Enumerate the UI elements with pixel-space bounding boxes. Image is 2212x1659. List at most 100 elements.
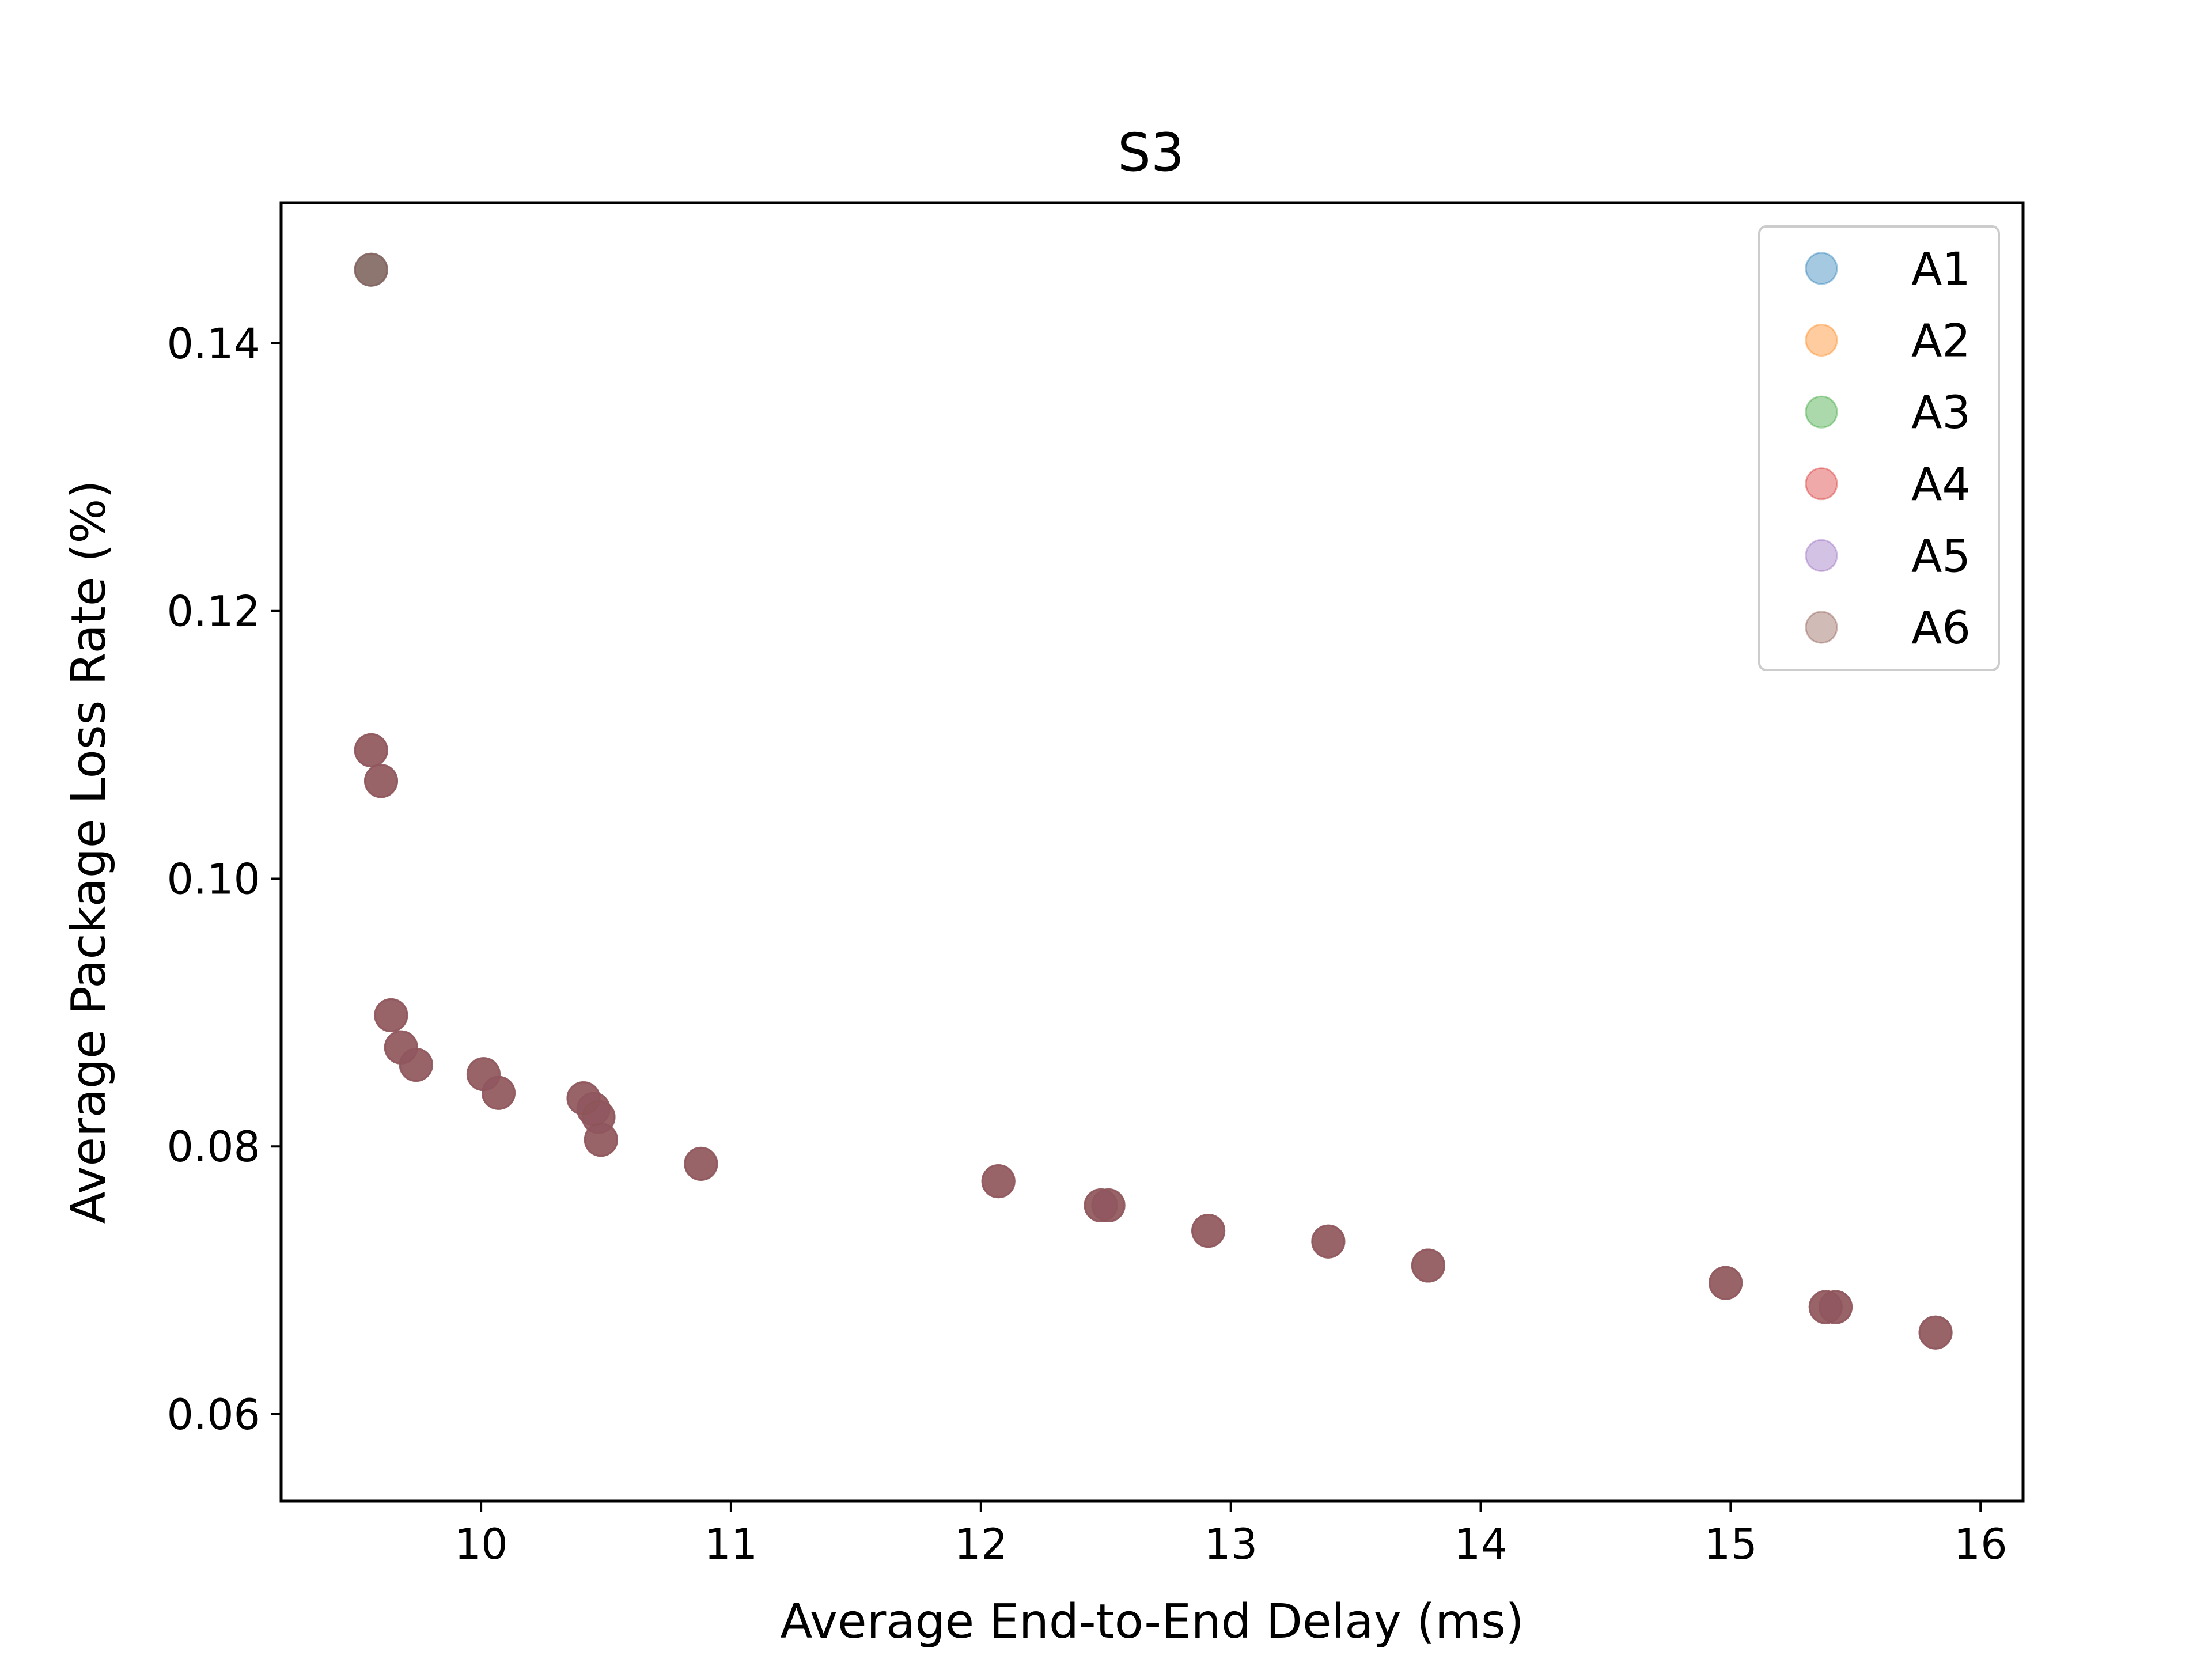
data-point-a4-4: [399, 1048, 433, 1082]
data-point-a2-13: [981, 1164, 1016, 1199]
data-point-a2-17: [1311, 1224, 1346, 1259]
data-point-a6-21: [1819, 1290, 1853, 1324]
data-point-a1-7: [482, 1075, 516, 1110]
data-point-a5-15: [1091, 1188, 1126, 1222]
series-a1: [354, 252, 1953, 1350]
chart-title: S3: [1118, 123, 1184, 183]
data-point-a4-1: [364, 764, 398, 798]
data-point-a2-12: [684, 1146, 718, 1181]
data-point-a1-18: [1411, 1248, 1445, 1283]
y-tick-label: 0.12: [166, 588, 260, 637]
data-point-a2-22: [1918, 1315, 1953, 1350]
data-point-a2-6: [466, 1057, 501, 1092]
x-tick-label: 13: [1204, 1520, 1257, 1569]
data-point-a1-22: [1918, 1315, 1953, 1350]
x-tick-label: 10: [454, 1520, 508, 1569]
data-point-a4-2: [374, 998, 408, 1032]
legend-label-a1: A1: [1911, 244, 1971, 296]
data-point-a4-8: [576, 1092, 611, 1126]
x-axis-ticks: 10 11 12 13 14 15 16: [454, 1501, 2008, 1569]
data-point-a3-5: [399, 1048, 433, 1082]
series-a4: [354, 733, 1953, 1350]
data-point-a1-11: [584, 1123, 618, 1157]
data-point-a2-18: [1411, 1248, 1445, 1283]
data-point-a4-14: [1091, 1188, 1126, 1222]
data-point-a1-19: [1709, 1266, 1743, 1300]
x-tick-label: 11: [704, 1520, 757, 1569]
data-point-a3-9: [576, 1092, 611, 1126]
legend-marker-a1: [1805, 252, 1838, 285]
data-point-a3-4: [384, 1030, 418, 1065]
legend-marker-a6: [1805, 611, 1838, 644]
data-point-a2-0: [354, 252, 388, 287]
data-point-a5-2: [364, 764, 398, 798]
data-point-a1-8: [566, 1081, 601, 1116]
legend-label-a2: A2: [1911, 316, 1971, 368]
data-point-a3-20: [1808, 1290, 1843, 1324]
data-point-a5-12: [684, 1146, 718, 1181]
data-point-a6-19: [1709, 1266, 1743, 1300]
legend-label-a4: A4: [1911, 459, 1971, 511]
data-point-a1-0: [354, 252, 388, 287]
y-tick-label: 0.08: [166, 1123, 260, 1172]
data-point-a4-12: [981, 1164, 1016, 1199]
data-point-a6-17: [1311, 1224, 1346, 1259]
data-point-a3-17: [1311, 1224, 1346, 1259]
data-point-a6-15: [1091, 1188, 1126, 1222]
data-point-a3-7: [482, 1075, 516, 1110]
data-point-a3-12: [684, 1146, 718, 1181]
series-a6: [354, 252, 1953, 1350]
data-point-a6-20: [1808, 1290, 1843, 1324]
data-point-a4-10: [584, 1123, 618, 1157]
data-point-a2-10: [581, 1100, 616, 1134]
data-point-a5-16: [1191, 1214, 1226, 1248]
data-point-a3-15: [1091, 1188, 1126, 1222]
data-point-a5-22: [1918, 1315, 1953, 1350]
data-point-a4-20: [1819, 1290, 1853, 1324]
data-point-a3-13: [981, 1164, 1016, 1199]
data-point-a1-2: [364, 764, 398, 798]
data-point-a6-10: [581, 1100, 616, 1134]
data-point-a1-5: [399, 1048, 433, 1082]
data-point-a2-19: [1709, 1266, 1743, 1300]
data-point-a3-18: [1411, 1248, 1445, 1283]
data-point-a5-20: [1808, 1290, 1843, 1324]
data-point-a6-18: [1411, 1248, 1445, 1283]
x-axis-label: Average End-to-End Delay (ms): [780, 1594, 1524, 1649]
x-tick-label: 15: [1704, 1520, 1758, 1569]
y-tick-label: 0.14: [166, 320, 260, 369]
data-point-a6-13: [981, 1164, 1016, 1199]
data-point-a6-6: [466, 1057, 501, 1092]
legend-marker-a2: [1805, 324, 1838, 357]
y-axis-label: Average Package Loss Rate (%): [62, 480, 116, 1224]
data-point-a4-18: [1709, 1266, 1743, 1300]
legend-label-a3: A3: [1911, 387, 1971, 439]
data-point-a1-17: [1311, 1224, 1346, 1259]
data-point-a6-0: [354, 252, 388, 287]
data-point-a3-14: [1084, 1188, 1118, 1222]
data-point-a6-2: [364, 764, 398, 798]
data-point-a4-0: [354, 733, 388, 767]
data-point-a3-10: [581, 1100, 616, 1134]
data-point-a5-4: [384, 1030, 418, 1065]
data-point-a3-3: [374, 998, 408, 1032]
data-point-a1-12: [684, 1146, 718, 1181]
data-point-a6-4: [384, 1030, 418, 1065]
y-tick-label: 0.10: [166, 855, 260, 904]
data-point-a2-16: [1191, 1214, 1226, 1248]
data-point-a4-9: [581, 1100, 616, 1134]
data-point-a6-9: [576, 1092, 611, 1126]
data-point-a4-6: [482, 1075, 516, 1110]
data-point-a6-7: [482, 1075, 516, 1110]
data-point-a2-8: [566, 1081, 601, 1116]
data-point-a5-1: [354, 733, 388, 767]
data-point-a4-17: [1411, 1248, 1445, 1283]
data-point-a4-3: [384, 1030, 418, 1065]
plot-frame: [279, 201, 2025, 1503]
data-point-a1-15: [1091, 1188, 1126, 1222]
data-point-a1-4: [384, 1030, 418, 1065]
data-point-a4-16: [1311, 1224, 1346, 1259]
data-point-a5-6: [466, 1057, 501, 1092]
data-point-a6-16: [1191, 1214, 1226, 1248]
